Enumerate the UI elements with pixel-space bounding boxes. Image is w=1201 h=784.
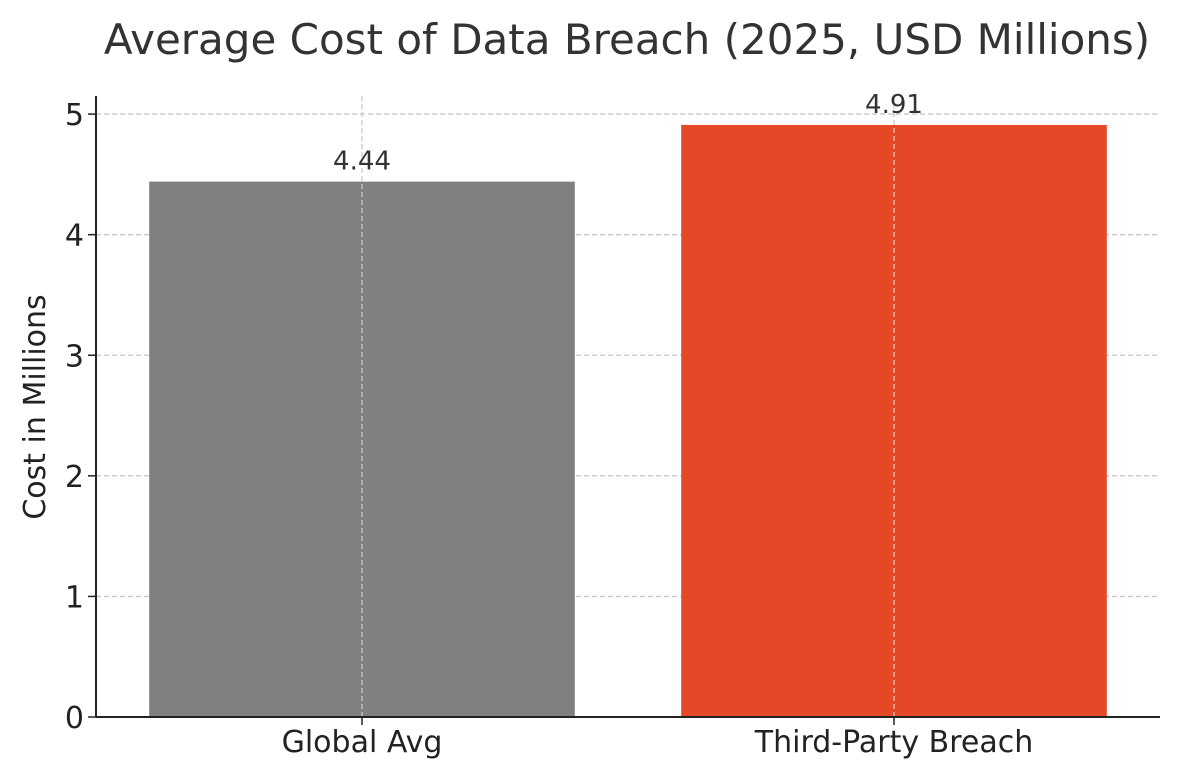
tick-and-value-labels: 0 1 2 3 4 5 4.44 Global Avg 4.91 Third-Party Brea… <box>65 90 1033 760</box>
axes <box>88 96 1160 725</box>
bar-value-label: 4.91 <box>865 90 923 120</box>
bars <box>149 124 1107 717</box>
bar-value-label: 4.44 <box>333 147 391 177</box>
y-tick-label: 4 <box>65 219 84 254</box>
y-tick-label: 3 <box>65 339 84 374</box>
y-tick-label: 0 <box>65 701 84 736</box>
y-tick-label: 1 <box>65 580 84 615</box>
x-tick-label: Third-Party Breach <box>754 725 1033 760</box>
y-tick-label: 2 <box>65 460 84 495</box>
x-tick-label: Global Avg <box>282 725 443 760</box>
y-axis-label: Cost in Millions <box>18 294 53 519</box>
chart-title: Average Cost of Data Breach (2025, USD M… <box>104 15 1150 64</box>
y-tick-label: 5 <box>65 98 84 133</box>
